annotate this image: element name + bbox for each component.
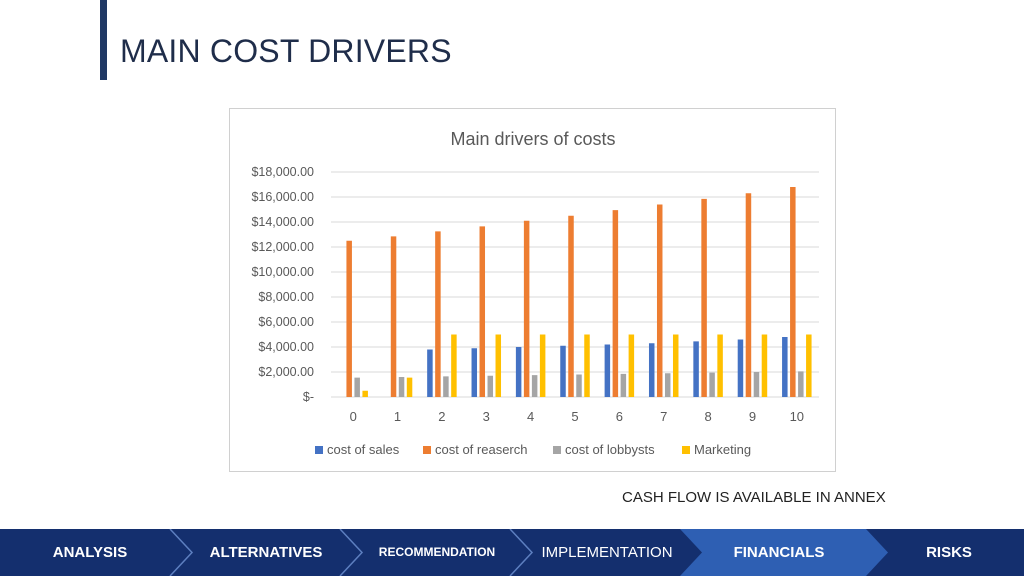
- bar-marketing: [717, 334, 723, 397]
- chart-title: Main drivers of costs: [450, 129, 615, 149]
- bar-cost-of-lobbysts: [354, 377, 360, 397]
- title-accent-bar: [100, 0, 107, 80]
- nav-item-implementation[interactable]: IMPLEMENTATION: [541, 544, 673, 561]
- bar-cost-of-lobbysts: [798, 371, 804, 397]
- x-tick-label: 4: [527, 409, 534, 424]
- legend-label: cost of lobbysts: [565, 442, 655, 457]
- nav-item-financials[interactable]: FINANCIALS: [733, 544, 825, 561]
- x-tick-label: 5: [571, 409, 578, 424]
- bar-marketing: [761, 334, 768, 397]
- bar-cost-of-reaserch: [790, 187, 796, 397]
- x-tick-label: 0: [350, 409, 357, 424]
- legend-label: cost of sales: [327, 442, 400, 457]
- chart-container: Main drivers of costs $- $2,000.00 $4,000.0…: [229, 108, 836, 472]
- legend-swatch: [423, 446, 431, 454]
- bar-cost-of-sales: [737, 339, 744, 397]
- bar-cost-of-reaserch: [390, 236, 397, 397]
- bar-marketing: [362, 390, 368, 397]
- chevron-separator-5: [866, 529, 888, 576]
- annex-note: CASH FLOW IS AVAILABLE IN ANNEX: [622, 489, 886, 506]
- bar-marketing: [806, 334, 812, 397]
- bar-cost-of-reaserch: [656, 204, 663, 397]
- bar-cost-of-sales: [471, 348, 478, 397]
- bar-cost-of-sales: [648, 343, 655, 397]
- bar-cost-of-sales: [427, 349, 433, 397]
- x-tick-label: 6: [616, 409, 623, 424]
- bar-cost-of-reaserch: [745, 193, 752, 397]
- bar-cost-of-lobbysts: [576, 374, 582, 397]
- bar-marketing: [539, 334, 546, 397]
- bar-marketing: [628, 334, 635, 397]
- bar-marketing: [672, 334, 679, 397]
- nav-item-analysis[interactable]: ANALYSIS: [52, 544, 128, 561]
- bar-cost-of-sales: [560, 345, 566, 397]
- bar-cost-of-sales: [693, 341, 699, 397]
- chevron-separator-1: [169, 529, 194, 576]
- bar-cost-of-reaserch: [346, 240, 352, 397]
- x-tick-label: 7: [660, 409, 667, 424]
- legend-swatch: [315, 446, 323, 454]
- bar-cost-of-lobbysts: [487, 375, 494, 397]
- legend-label: Marketing: [694, 442, 751, 457]
- bar-cost-of-reaserch: [701, 198, 707, 397]
- y-tick-label: $6,000.00: [258, 315, 314, 329]
- bar-cost-of-reaserch: [568, 215, 574, 397]
- bar-cost-of-sales: [515, 347, 522, 397]
- bar-marketing: [406, 377, 413, 397]
- nav-separators: [169, 529, 888, 576]
- y-tick-label: $10,000.00: [251, 265, 314, 279]
- y-tick-label: $-: [303, 390, 314, 404]
- nav-item-risks[interactable]: RISKS: [926, 544, 972, 561]
- nav-item-alternatives[interactable]: ALTERNATIVES: [209, 544, 323, 561]
- x-tick-label: 3: [483, 409, 490, 424]
- bar-cost-of-reaserch: [523, 220, 530, 397]
- bar-cost-of-lobbysts: [398, 377, 405, 397]
- bar-cost-of-lobbysts: [620, 373, 627, 397]
- x-tick-label: 9: [749, 409, 756, 424]
- bar-cost-of-lobbysts: [753, 372, 760, 397]
- bar-cost-of-lobbysts: [443, 376, 449, 397]
- page-title: MAIN COST DRIVERS: [120, 33, 452, 69]
- chevron-separator-2: [339, 529, 364, 576]
- legend-label: cost of reaserch: [435, 442, 528, 457]
- x-tick-label: 10: [790, 409, 804, 424]
- bottom-navigation: ANALYSIS ALTERNATIVES RECOMMENDATION IMP…: [0, 529, 1024, 576]
- bar-marketing: [495, 334, 502, 397]
- bar-cost-of-reaserch: [435, 231, 441, 397]
- chevron-separator-3: [509, 529, 534, 576]
- bar-marketing: [584, 334, 590, 397]
- bar-cost-of-reaserch: [612, 210, 619, 397]
- x-tick-label: 8: [704, 409, 711, 424]
- nav-item-recommendation[interactable]: RECOMMENDATION: [378, 545, 496, 559]
- x-tick-label: 1: [394, 409, 401, 424]
- bar-cost-of-reaserch: [479, 226, 486, 397]
- bar-cost-of-sales: [782, 337, 788, 397]
- bar-cost-of-lobbysts: [664, 373, 671, 397]
- bar-cost-of-lobbysts: [531, 375, 538, 397]
- y-tick-label: $2,000.00: [258, 365, 314, 379]
- y-tick-label: $14,000.00: [251, 215, 314, 229]
- y-tick-label: $12,000.00: [251, 240, 314, 254]
- x-tick-label: 2: [438, 409, 445, 424]
- bar-cost-of-lobbysts: [709, 372, 715, 397]
- cost-drivers-chart: Main drivers of costs $- $2,000.00 $4,000.0…: [251, 129, 819, 457]
- y-tick-label: $16,000.00: [251, 190, 314, 204]
- bar-cost-of-sales: [604, 344, 611, 397]
- y-tick-label: $18,000.00: [251, 165, 314, 179]
- chevron-separator-4: [680, 529, 702, 576]
- bar-marketing: [451, 334, 457, 397]
- y-tick-label: $4,000.00: [258, 340, 314, 354]
- nav-active-highlight: [680, 529, 866, 576]
- y-tick-label: $8,000.00: [258, 290, 314, 304]
- legend-swatch: [682, 446, 690, 454]
- legend-swatch: [553, 446, 561, 454]
